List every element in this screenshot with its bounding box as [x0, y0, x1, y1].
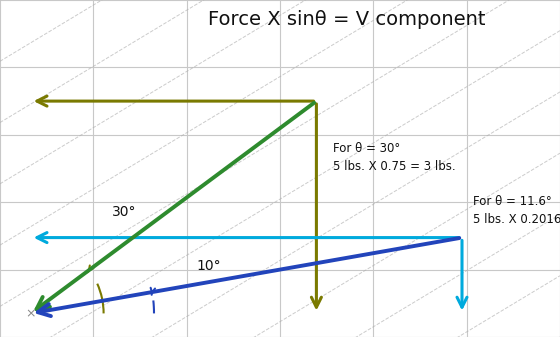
Text: Force X sinθ = V component: Force X sinθ = V component: [208, 10, 486, 29]
Text: For θ = 11.6°
5 lbs. X 0.2016 = 1 lbs.: For θ = 11.6° 5 lbs. X 0.2016 = 1 lbs.: [473, 195, 560, 226]
Text: For θ = 30°
5 lbs. X 0.75 = 3 lbs.: For θ = 30° 5 lbs. X 0.75 = 3 lbs.: [333, 142, 456, 173]
Text: ×: ×: [26, 307, 36, 320]
Text: 30°: 30°: [112, 205, 137, 219]
Text: 10°: 10°: [196, 258, 221, 273]
